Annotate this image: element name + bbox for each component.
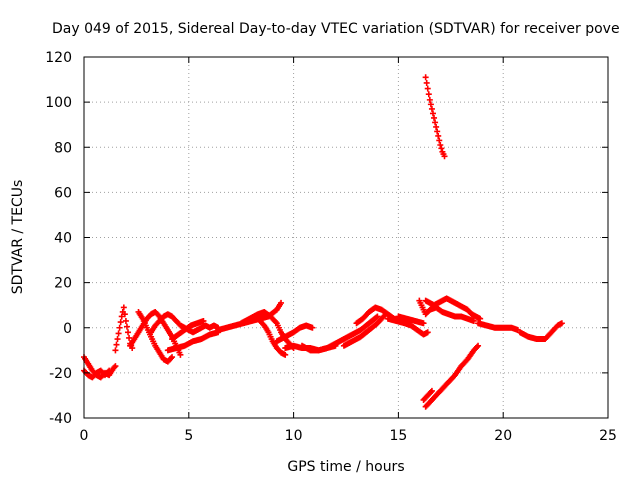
data-point bbox=[167, 355, 174, 362]
grid bbox=[84, 57, 608, 418]
data-point bbox=[278, 299, 285, 306]
data-point bbox=[112, 363, 119, 370]
axis-ticks bbox=[83, 56, 609, 419]
data-point bbox=[428, 387, 435, 394]
data-point bbox=[123, 323, 130, 330]
data-point bbox=[125, 329, 132, 336]
x-tick-label: 10 bbox=[285, 428, 303, 444]
data-point bbox=[426, 96, 433, 103]
data-point bbox=[441, 153, 448, 160]
data-point bbox=[121, 311, 128, 318]
y-tick-label: 100 bbox=[45, 95, 72, 111]
data-point bbox=[431, 114, 438, 121]
data-point bbox=[120, 304, 127, 311]
y-tick-label: 0 bbox=[63, 321, 72, 337]
y-tick-label: -20 bbox=[49, 366, 72, 382]
data-point bbox=[558, 320, 565, 327]
data-point bbox=[424, 329, 431, 336]
x-tick-label: 0 bbox=[80, 428, 89, 444]
data-point bbox=[374, 313, 381, 320]
data-point bbox=[424, 85, 431, 92]
data-point bbox=[118, 313, 125, 320]
data-point bbox=[422, 74, 429, 81]
y-tick-label: 60 bbox=[54, 185, 72, 201]
tick-labels: 0 5 10 15 20 25 -40 -20 0 20 40 60 80 100 120 bbox=[45, 50, 617, 444]
data-point bbox=[427, 101, 434, 108]
data-point bbox=[475, 342, 482, 349]
data-point bbox=[428, 105, 435, 112]
data-point bbox=[113, 341, 120, 348]
x-tick-label: 15 bbox=[389, 428, 407, 444]
data-point bbox=[116, 324, 123, 331]
plot-frame bbox=[83, 56, 609, 419]
chart-title: Day 049 of 2015, Sidereal Day-to-day VTE… bbox=[52, 21, 620, 37]
x-tick-label: 5 bbox=[184, 428, 193, 444]
data-point bbox=[282, 351, 289, 358]
data-point bbox=[427, 389, 434, 396]
y-axis-label: SDTVAR / TECUs bbox=[10, 180, 26, 295]
data-point bbox=[126, 334, 133, 341]
data-point bbox=[437, 141, 444, 148]
data-points bbox=[81, 74, 565, 410]
data-point bbox=[429, 110, 436, 117]
data-point bbox=[309, 324, 316, 331]
data-point bbox=[434, 128, 441, 135]
data-point bbox=[425, 91, 432, 98]
data-point bbox=[115, 330, 122, 337]
y-tick-label: 20 bbox=[54, 276, 72, 292]
data-point bbox=[112, 347, 119, 354]
data-point bbox=[111, 364, 118, 371]
data-point bbox=[332, 342, 339, 349]
data-point bbox=[169, 354, 176, 361]
y-tick-label: 80 bbox=[54, 140, 72, 156]
data-point bbox=[436, 137, 443, 144]
data-point bbox=[420, 320, 427, 327]
y-tick-label: 120 bbox=[45, 50, 72, 66]
data-point bbox=[438, 145, 445, 152]
data-point bbox=[105, 368, 112, 375]
x-tick-label: 20 bbox=[494, 428, 512, 444]
data-point bbox=[373, 314, 380, 321]
x-tick-label: 25 bbox=[599, 428, 617, 444]
data-point bbox=[470, 317, 477, 324]
data-point bbox=[433, 123, 440, 130]
data-point bbox=[474, 343, 480, 350]
data-point bbox=[117, 319, 124, 326]
data-point bbox=[272, 319, 279, 326]
x-axis-label: GPS time / hours bbox=[287, 459, 404, 475]
data-point bbox=[432, 119, 439, 126]
data-point bbox=[106, 367, 113, 374]
data-point bbox=[435, 132, 442, 139]
y-tick-label: -40 bbox=[49, 411, 72, 427]
data-point bbox=[114, 336, 121, 343]
data-point bbox=[200, 317, 207, 324]
data-point bbox=[423, 79, 430, 86]
data-point bbox=[122, 317, 129, 324]
data-point bbox=[177, 351, 184, 358]
data-point bbox=[477, 315, 484, 322]
y-tick-label: 40 bbox=[54, 231, 72, 247]
